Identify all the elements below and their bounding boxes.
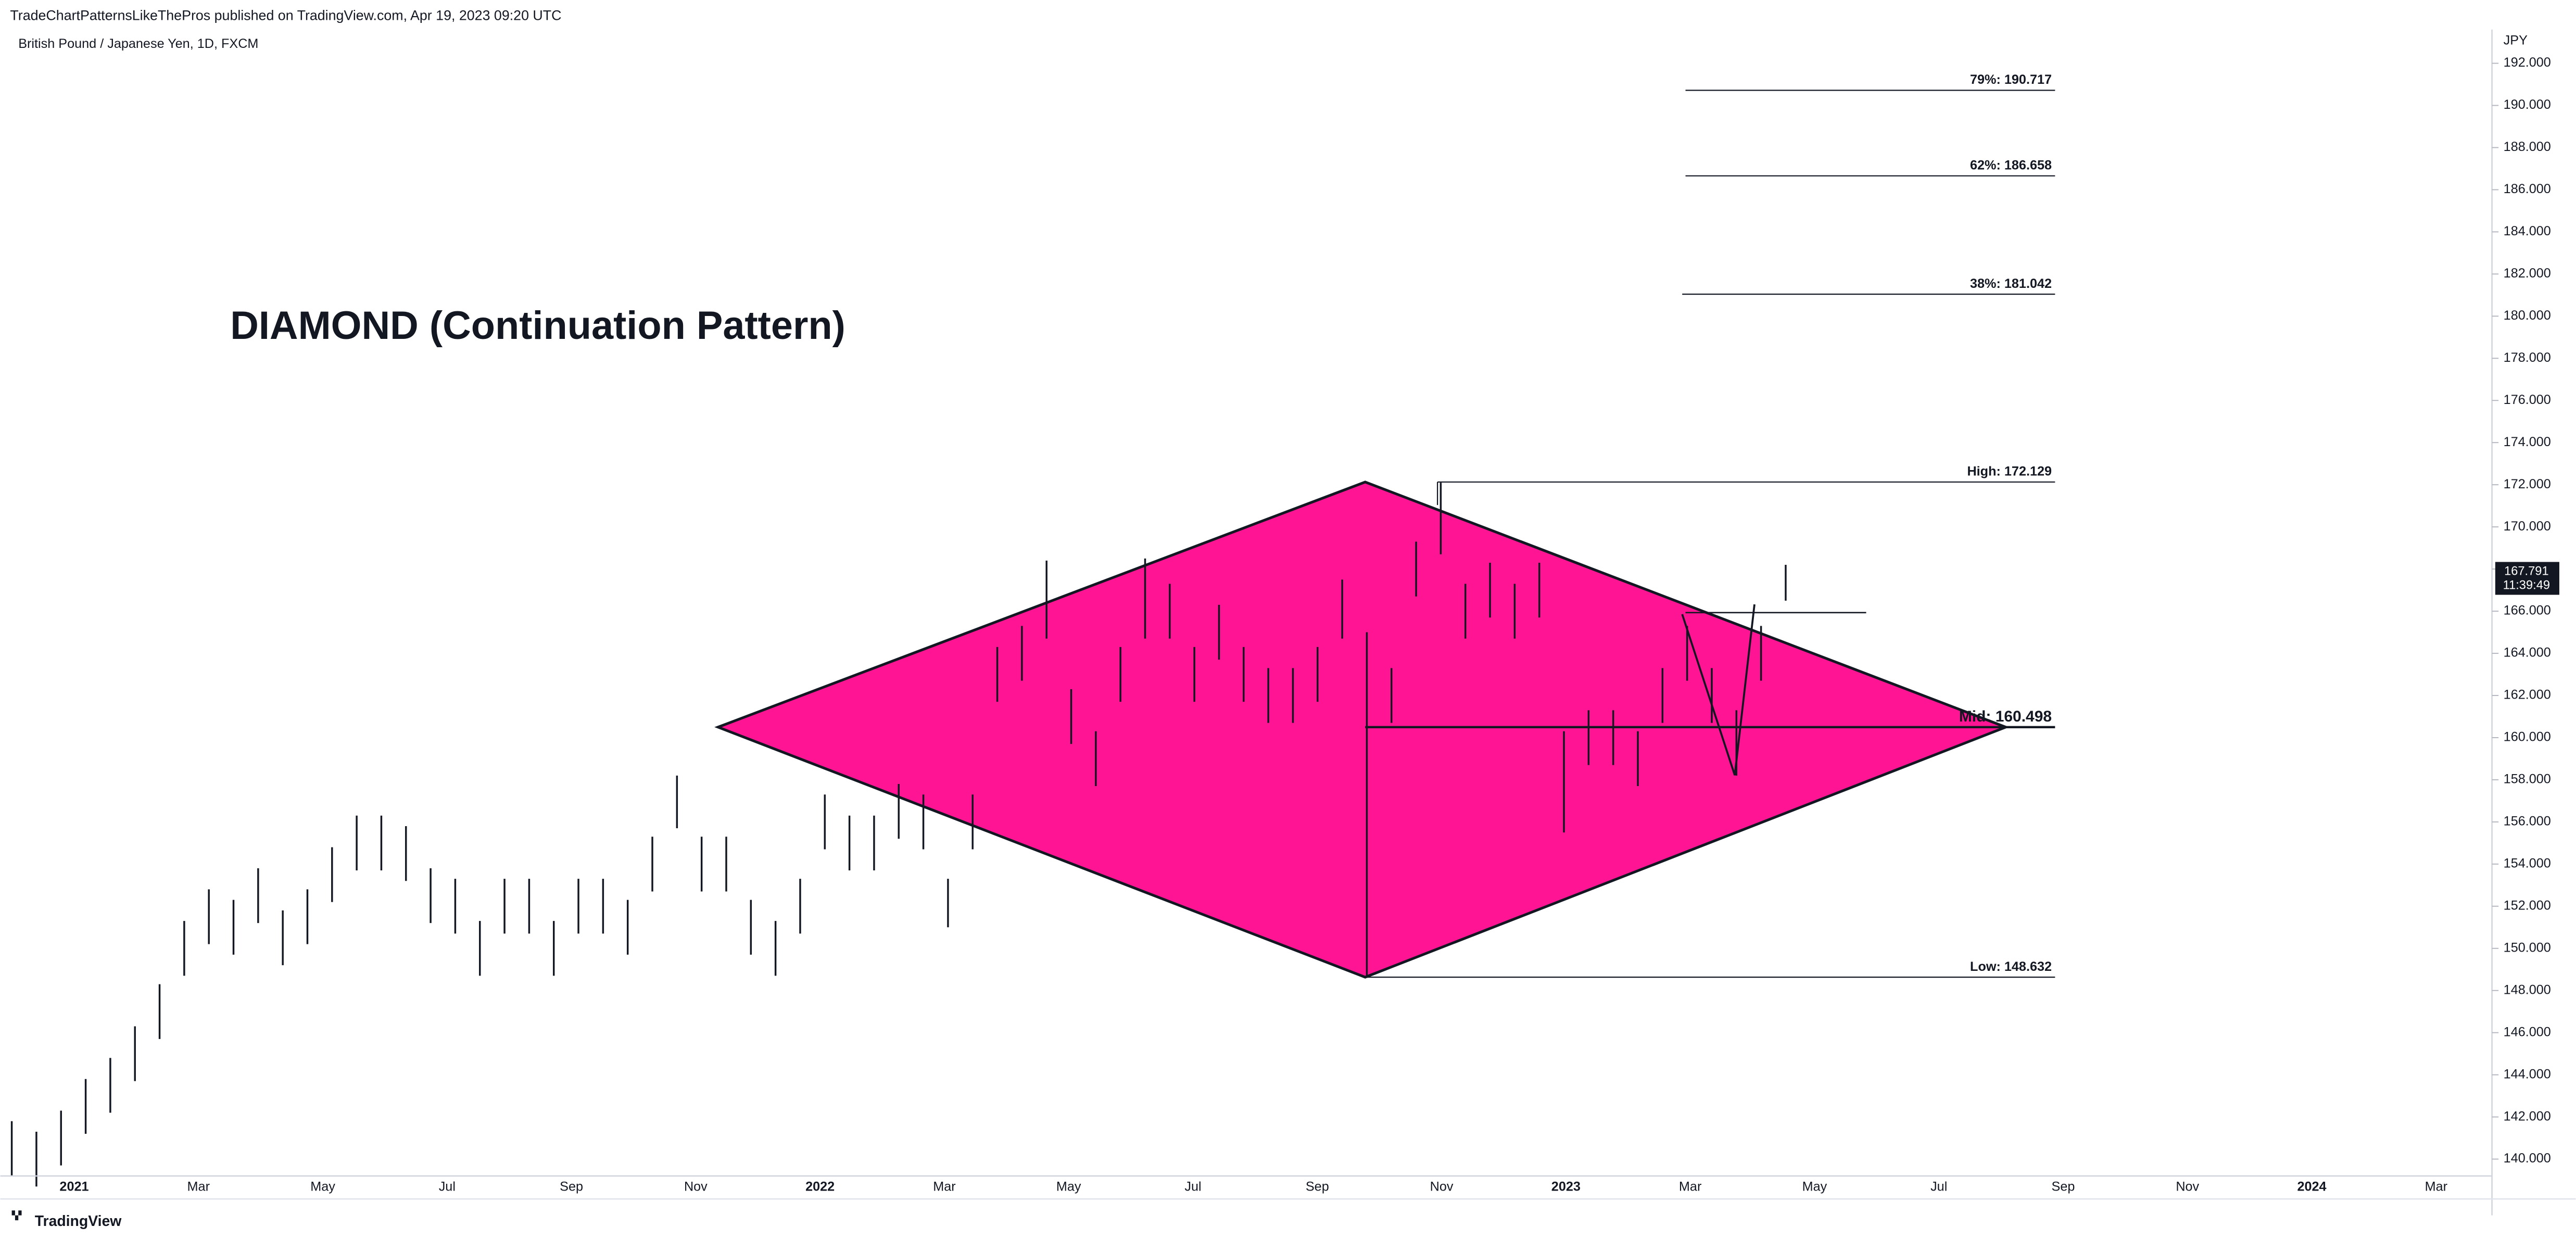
y-tick-label: 154.000 — [2504, 856, 2551, 871]
level-label: 79%: 190.717 — [1970, 72, 2052, 87]
x-tick-label: Mar — [1679, 1180, 1701, 1194]
price-bars — [10, 483, 1787, 1187]
y-tick-label: 146.000 — [2504, 1024, 2551, 1039]
y-tick-label: 164.000 — [2504, 646, 2551, 660]
level-label: 38%: 181.042 — [1970, 276, 2052, 291]
y-tick-label: 176.000 — [2504, 393, 2551, 407]
y-tick-label: 162.000 — [2504, 688, 2551, 702]
y-tick-label: 152.000 — [2504, 898, 2551, 913]
y-tick-label: 166.000 — [2504, 603, 2551, 618]
x-tick-label: 2024 — [2297, 1180, 2326, 1194]
x-tick-label: Jul — [1930, 1180, 1947, 1194]
y-tick-label: 190.000 — [2504, 97, 2551, 112]
y-tick-label: 188.000 — [2504, 140, 2551, 154]
y-tick-label: 156.000 — [2504, 814, 2551, 829]
level-label: 62%: 186.658 — [1970, 158, 2052, 173]
x-tick-label: 2021 — [59, 1180, 89, 1194]
x-tick-label: Nov — [2176, 1180, 2199, 1194]
level-label: Mid: 160.498 — [1959, 708, 2052, 725]
published-line: TradeChartPatternsLikeThePros published … — [10, 8, 561, 23]
x-tick-label: May — [310, 1180, 335, 1194]
y-tick-label: 186.000 — [2504, 182, 2551, 196]
x-tick-label: May — [1802, 1180, 1827, 1194]
x-tick-label: Jul — [1184, 1180, 1201, 1194]
y-tick-label: 160.000 — [2504, 730, 2551, 744]
y-tick-label: 158.000 — [2504, 772, 2551, 787]
x-tick-label: Jul — [439, 1180, 456, 1194]
y-tick-label: 192.000 — [2504, 55, 2551, 70]
x-tick-label: Nov — [1430, 1180, 1454, 1194]
countdown: 11:39:49 — [2503, 578, 2550, 592]
x-tick-label: Sep — [2052, 1180, 2075, 1194]
y-tick-label: 180.000 — [2504, 308, 2551, 323]
y-tick-label: 172.000 — [2504, 477, 2551, 491]
price-tag — [2495, 562, 2559, 595]
brand: TradingView — [35, 1213, 122, 1230]
x-tick-label: 2023 — [1551, 1180, 1581, 1194]
y-tick-label: 140.000 — [2504, 1151, 2551, 1166]
x-tick-label: Sep — [1306, 1180, 1329, 1194]
x-tick-label: Nov — [684, 1180, 708, 1194]
y-tick-label: 144.000 — [2504, 1067, 2551, 1081]
y-tick-label: 170.000 — [2504, 519, 2551, 534]
x-tick-label: Sep — [560, 1180, 583, 1194]
y-tick-label: 184.000 — [2504, 224, 2551, 238]
last-price: 167.791 — [2504, 565, 2549, 578]
y-tick-label: 178.000 — [2504, 350, 2551, 365]
y-tick-label: 150.000 — [2504, 940, 2551, 955]
x-tick-label: May — [1056, 1180, 1081, 1194]
y-tick-label: 142.000 — [2504, 1109, 2551, 1123]
x-tick-label: 2022 — [805, 1180, 835, 1194]
level-label: Low: 148.632 — [1970, 959, 2052, 974]
brand-logo — [11, 1210, 22, 1221]
x-tick-label: Mar — [933, 1180, 955, 1194]
symbol-line: British Pound / Japanese Yen, 1D, FXCM — [18, 36, 258, 51]
x-tick-label: Mar — [187, 1180, 210, 1194]
pullback-lines — [1681, 604, 1756, 776]
y-tick-label: 182.000 — [2504, 266, 2551, 281]
overlay-layer: 79%: 190.717 62%: 186.658 38%: 181.042 High… — [1365, 72, 2055, 978]
level-label: High: 172.129 — [1967, 464, 2052, 479]
x-tick-label: Mar — [2425, 1180, 2447, 1194]
currency: JPY — [2504, 33, 2528, 48]
y-tick-label: 148.000 — [2504, 982, 2551, 997]
y-tick-label: 174.000 — [2504, 435, 2551, 449]
chart-title: DIAMOND (Continuation Pattern) — [230, 303, 845, 348]
